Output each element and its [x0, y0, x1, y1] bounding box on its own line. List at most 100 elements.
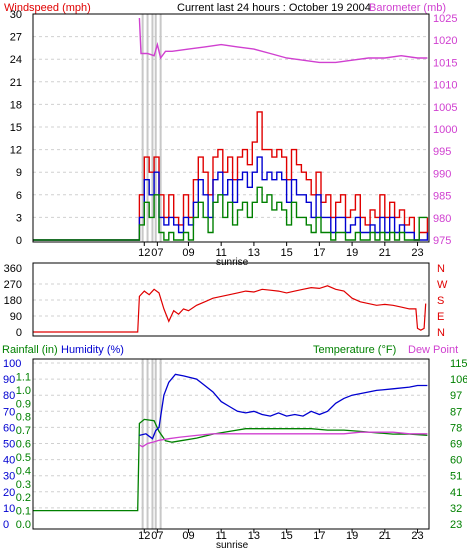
- temperature-tick-label: 115: [450, 358, 467, 370]
- dewpoint-axis-title: Dew Point: [408, 344, 458, 356]
- rainfall-tick-label: 0.3: [16, 479, 31, 491]
- temperature-axis-title: Temperature (°F): [313, 344, 396, 356]
- climate-x-tick-label: 17: [313, 530, 325, 542]
- wind-x-tick-label: 17: [313, 247, 325, 259]
- temperature-tick-labels: 23 32 41 51 60 69 78 87 97 106 115: [450, 358, 467, 531]
- windspeed-tick-label: 9: [16, 167, 22, 179]
- climate-panel-frame: [32, 358, 430, 530]
- direction-tick-label: 180: [4, 295, 22, 307]
- compass-tick-label: N: [437, 327, 445, 339]
- direction-tick-label: 360: [4, 263, 22, 275]
- humidity-tick-label: 30: [3, 471, 15, 483]
- rainfall-tick-label: 1.1: [16, 371, 31, 383]
- temperature-tick-label: 23: [450, 519, 462, 531]
- rainfall-tick-label: 0.9: [16, 398, 31, 410]
- windspeed-tick-label: 0: [16, 235, 22, 247]
- wind-panel-x-tick-labels: 12 07 09 11 13 15 17 19 21 23: [138, 247, 424, 259]
- climate-x-tick-label: 15: [281, 530, 293, 542]
- rainfall-tick-label: 0.7: [16, 425, 31, 437]
- humidity-tick-label: 70: [3, 406, 15, 418]
- windspeed-tick-label: 6: [16, 190, 22, 202]
- climate-x-tick-label: 19: [346, 530, 358, 542]
- climate-panel-series: [33, 373, 428, 512]
- wind-panel-frame: [32, 13, 430, 243]
- humidity-tick-label: 50: [3, 439, 15, 451]
- climate-x-tick-label: 11: [215, 530, 226, 542]
- humidity-tick-label: 0: [3, 519, 9, 531]
- wind-x-tick-label: 23: [411, 247, 423, 259]
- climate-x-tick-label: 23: [411, 530, 423, 542]
- windspeed-tick-label: 18: [10, 99, 22, 111]
- wind-panel-series: [33, 17, 429, 241]
- climate-panel-x-tick-labels: 12 07 09 11 13 15 17 19 21 23: [138, 530, 424, 542]
- direction-tick-label: 90: [10, 311, 22, 323]
- windspeed-tick-labels: 0 3 6 9 12 15 18 21 24 27 30: [10, 9, 22, 247]
- temperature-tick-label: 78: [450, 422, 462, 434]
- compass-tick-label: S: [437, 295, 444, 307]
- windspeed-tick-label: 27: [10, 32, 22, 44]
- wind-x-tick-label: 13: [248, 247, 260, 259]
- barometer-tick-label: 1015: [433, 57, 457, 69]
- direction-panel-series: [33, 285, 427, 333]
- direction-panel-grid: [33, 283, 429, 317]
- windspeed-tick-label: 12: [10, 145, 22, 157]
- barometer-tick-label: 990: [433, 168, 451, 180]
- wind-x-tick-label: 11: [215, 247, 226, 259]
- temperature-tick-label: 69: [450, 439, 462, 451]
- humidity-tick-label: 20: [3, 487, 15, 499]
- windspeed-tick-label: 30: [10, 9, 22, 21]
- rainfall-tick-label: 0.2: [16, 492, 31, 504]
- rainfall-axis-title: Rainfall (in): [2, 344, 58, 356]
- direction-tick-label: 0: [16, 327, 22, 339]
- compass-tick-label: N: [437, 263, 445, 275]
- barometer-tick-label: 995: [433, 146, 451, 158]
- rainfall-tick-label: 0.0: [16, 519, 31, 531]
- climate-x-tick-label: 21: [379, 530, 391, 542]
- temperature-tick-label: 32: [450, 503, 462, 515]
- rainfall-tick-label: 0.1: [16, 506, 31, 518]
- rainfall-tick-label: 0.8: [16, 412, 31, 424]
- barometer-tick-label: 1010: [433, 80, 457, 92]
- humidity-tick-labels: 0 10 20 30 40 50 60 70 80 90 100: [3, 358, 21, 531]
- rainfall-tick-label: 0.4: [16, 465, 31, 477]
- windspeed-axis-title: Windspeed (mph): [4, 2, 91, 14]
- wind-x-tick-label: 12: [138, 247, 150, 259]
- humidity-tick-label: 100: [3, 358, 21, 370]
- rainfall-tick-label: 0.6: [16, 439, 31, 451]
- rainfall-tick-label: 1.0: [16, 385, 31, 397]
- barometer-tick-labels: 975 980 985 990 995 1000 1005 1010 1015 1020 1025: [433, 13, 457, 247]
- windspeed-tick-label: 15: [10, 122, 22, 134]
- barometer-axis-title: Barometer (mb): [369, 2, 446, 14]
- climate-x-tick-label: 13: [248, 530, 260, 542]
- humidity-tick-label: 40: [3, 455, 15, 467]
- barometer-tick-label: 1005: [433, 102, 457, 114]
- humidity-axis-title: Humidity (%): [61, 344, 124, 356]
- windspeed-tick-label: 21: [10, 77, 22, 89]
- series-line-wind-direction: [33, 285, 427, 333]
- chart-title: Current last 24 hours : October 19 2004: [177, 2, 371, 14]
- climate-x-tick-label: 09: [182, 530, 194, 542]
- wind-x-tick-label: 21: [379, 247, 391, 259]
- barometer-tick-label: 1025: [433, 13, 457, 25]
- humidity-tick-label: 10: [3, 503, 15, 515]
- climate-x-tick-label: 12: [138, 530, 150, 542]
- series-line-dew-point: [139, 431, 428, 448]
- wind-x-tick-label: 09: [182, 247, 194, 259]
- climate-panel-sunrise-band: [141, 359, 162, 529]
- humidity-tick-label: 80: [3, 390, 15, 402]
- direction-tick-labels: 0 90 180 270 360: [4, 263, 22, 339]
- direction-tick-label: 270: [4, 279, 22, 291]
- series-line-average: [33, 156, 429, 241]
- temperature-tick-label: 60: [450, 455, 462, 467]
- series-line-minimum: [33, 186, 428, 241]
- humidity-tick-label: 60: [3, 422, 15, 434]
- compass-tick-label: W: [437, 279, 448, 291]
- barometer-tick-label: 980: [433, 213, 451, 225]
- series-line-gust: [33, 111, 429, 241]
- temperature-tick-label: 87: [450, 406, 462, 418]
- temperature-tick-label: 51: [450, 471, 462, 483]
- barometer-tick-label: 975: [433, 235, 451, 247]
- climate-x-tick-label: 07: [151, 530, 163, 542]
